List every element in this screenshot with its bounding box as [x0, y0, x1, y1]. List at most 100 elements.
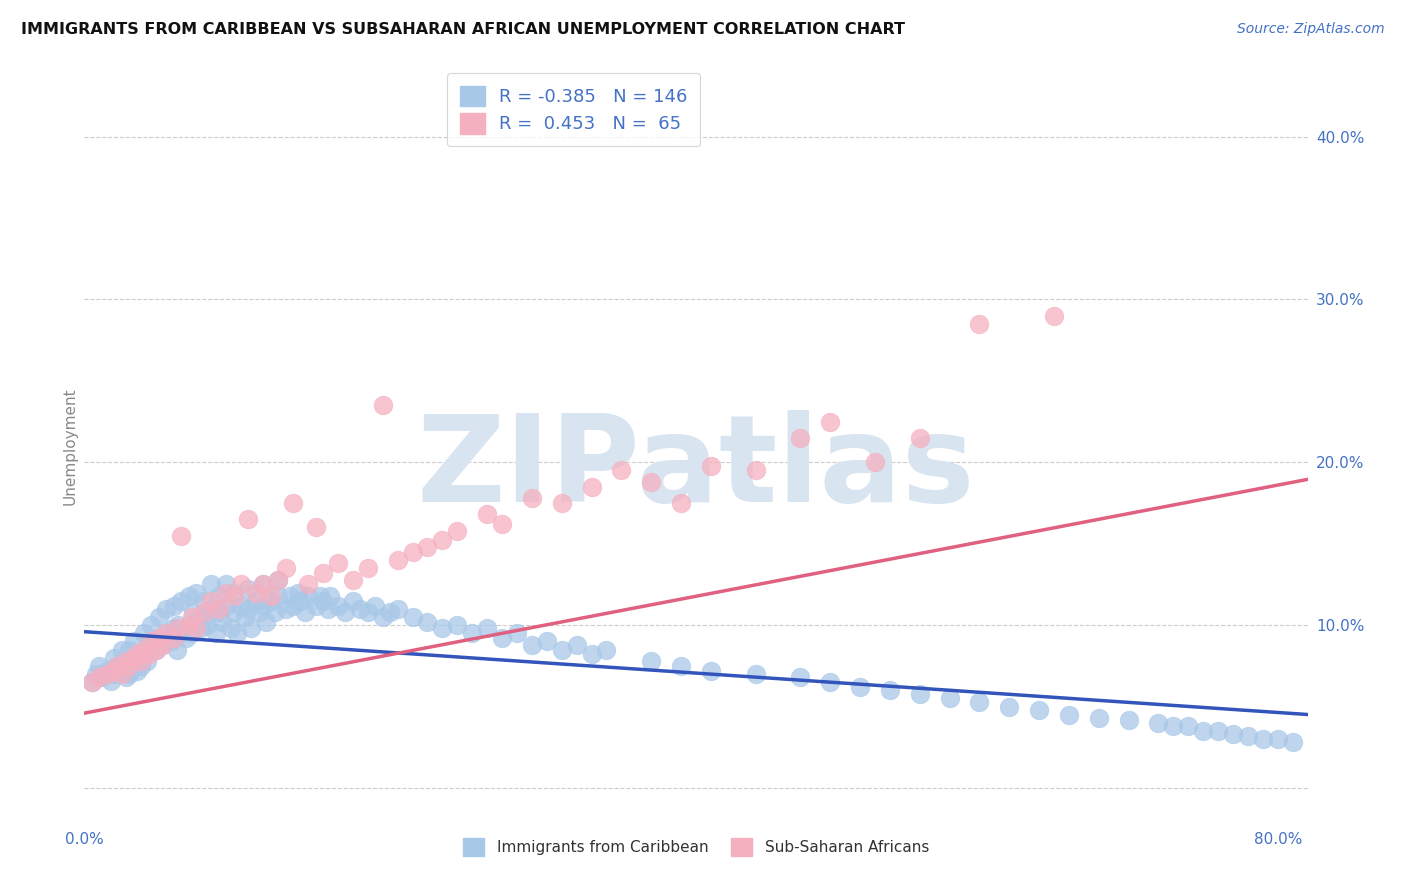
Point	[170, 528, 193, 542]
Point	[326, 599, 349, 613]
Point	[152, 638, 174, 652]
Point	[908, 687, 931, 701]
Point	[1192, 724, 1215, 739]
Point	[96, 667, 118, 681]
Point	[105, 659, 128, 673]
Point	[225, 626, 247, 640]
Point	[264, 605, 287, 619]
Point	[290, 593, 312, 607]
Point	[222, 585, 245, 599]
Point	[1222, 727, 1244, 741]
Point	[163, 599, 186, 613]
Point	[536, 634, 558, 648]
Point	[118, 659, 141, 673]
Point	[103, 650, 125, 665]
Point	[84, 667, 107, 681]
Point	[111, 642, 134, 657]
Point	[304, 520, 326, 534]
Point	[297, 577, 319, 591]
Text: IMMIGRANTS FROM CARIBBEAN VS SUBSAHARAN AFRICAN UNEMPLOYMENT CORRELATION CHART: IMMIGRANTS FROM CARIBBEAN VS SUBSAHARAN …	[21, 22, 905, 37]
Point	[163, 631, 186, 645]
Point	[969, 317, 991, 331]
Point	[186, 615, 208, 629]
Point	[235, 610, 257, 624]
Point	[267, 589, 290, 603]
Point	[204, 626, 226, 640]
Point	[177, 618, 200, 632]
Point	[215, 585, 238, 599]
Point	[141, 618, 163, 632]
Point	[118, 642, 141, 657]
Point	[132, 648, 155, 662]
Point	[342, 593, 364, 607]
Point	[595, 642, 617, 657]
Point	[475, 508, 498, 522]
Point	[294, 605, 316, 619]
Point	[141, 634, 163, 648]
Point	[138, 638, 160, 652]
Point	[89, 670, 111, 684]
Point	[1057, 707, 1080, 722]
Point	[283, 599, 305, 613]
Point	[863, 455, 886, 469]
Point	[446, 618, 468, 632]
Point	[132, 642, 155, 657]
Point	[700, 664, 723, 678]
Point	[938, 691, 960, 706]
Point	[180, 610, 202, 624]
Point	[744, 667, 766, 681]
Point	[122, 650, 145, 665]
Point	[238, 512, 260, 526]
Point	[416, 540, 439, 554]
Point	[1281, 735, 1303, 749]
Point	[207, 589, 229, 603]
Point	[401, 545, 423, 559]
Point	[789, 431, 811, 445]
Point	[274, 602, 297, 616]
Point	[879, 683, 901, 698]
Point	[100, 673, 122, 688]
Point	[148, 631, 170, 645]
Point	[141, 634, 163, 648]
Point	[215, 577, 238, 591]
Point	[125, 664, 148, 678]
Point	[1163, 719, 1185, 733]
Point	[700, 458, 723, 473]
Point	[309, 589, 332, 603]
Point	[401, 610, 423, 624]
Point	[245, 585, 267, 599]
Point	[125, 650, 148, 665]
Point	[207, 605, 229, 619]
Point	[640, 654, 662, 668]
Point	[1251, 732, 1274, 747]
Point	[177, 618, 200, 632]
Point	[1043, 309, 1066, 323]
Point	[238, 602, 260, 616]
Point	[1028, 703, 1050, 717]
Point	[167, 618, 190, 632]
Point	[432, 622, 454, 636]
Point	[461, 626, 484, 640]
Point	[174, 631, 197, 645]
Point	[163, 622, 186, 636]
Point	[186, 585, 208, 599]
Point	[121, 659, 143, 673]
Point	[744, 463, 766, 477]
Point	[193, 593, 215, 607]
Point	[610, 463, 633, 477]
Point	[475, 622, 498, 636]
Point	[1177, 719, 1199, 733]
Point	[357, 605, 380, 619]
Point	[491, 517, 513, 532]
Point	[669, 496, 692, 510]
Point	[565, 638, 588, 652]
Point	[200, 602, 222, 616]
Point	[125, 648, 148, 662]
Point	[190, 622, 212, 636]
Point	[260, 593, 283, 607]
Point	[304, 599, 326, 613]
Point	[1118, 713, 1140, 727]
Point	[103, 664, 125, 678]
Point	[145, 642, 167, 657]
Point	[1087, 711, 1109, 725]
